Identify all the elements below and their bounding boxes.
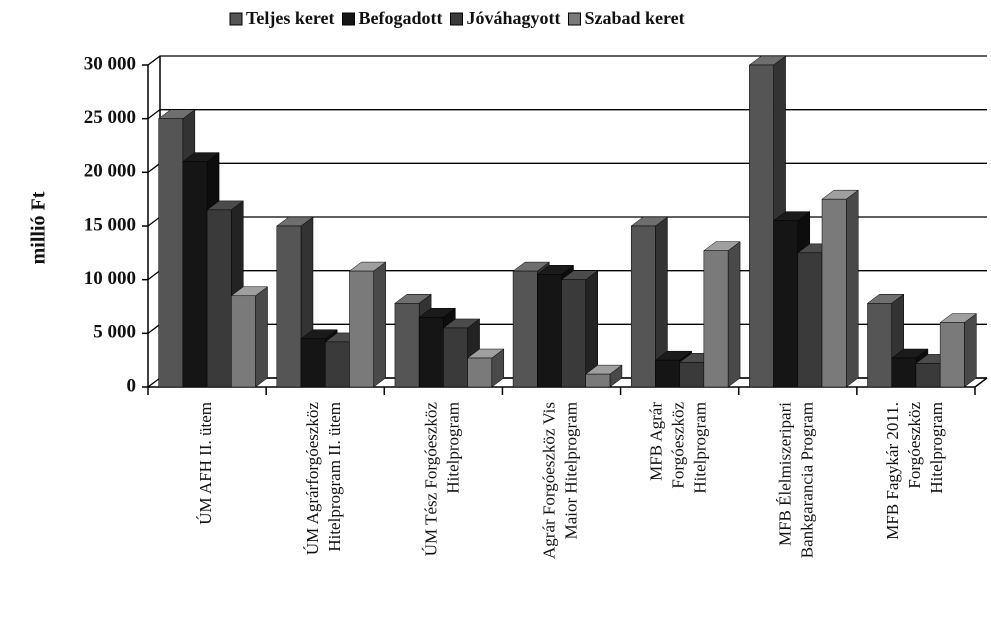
bar — [585, 373, 611, 388]
legend-label: Befogadott — [358, 8, 442, 28]
legend-label: Teljes keret — [246, 8, 334, 28]
legend-label: Jóváhagyott — [466, 8, 560, 28]
y-tick-label: 10 000 — [84, 268, 136, 289]
bar-side — [964, 313, 977, 388]
bar — [867, 303, 892, 388]
bar — [467, 357, 493, 388]
bar — [749, 64, 774, 388]
bar-side — [373, 261, 386, 388]
y-axis-label: millió Ft — [28, 191, 50, 264]
y-tick-label: 25 000 — [84, 107, 136, 128]
bar — [158, 118, 184, 388]
y-tick-label: 20 000 — [84, 161, 136, 182]
bar — [182, 161, 208, 388]
x-tick-label: ÚM Tész Forgóeszköz — [421, 402, 440, 557]
bar — [630, 225, 656, 388]
y-tick-label: 0 — [127, 375, 137, 396]
bar — [512, 270, 538, 388]
x-tick-label: Bankgarancia Program — [798, 402, 817, 558]
x-tick-label: Hitelprogram — [927, 402, 946, 494]
bar — [349, 270, 374, 388]
grid-line — [147, 216, 987, 227]
grid-line — [147, 162, 987, 173]
x-tick-label: Maior Hitelprogram — [561, 402, 580, 539]
legend-label: Szabad keret — [584, 8, 684, 28]
bar — [797, 252, 823, 388]
x-tick-label: Agrár Forgóeszköz Vis — [539, 402, 558, 559]
x-tick-label: Hitelprogram II. ütem — [325, 402, 344, 552]
bar — [703, 250, 729, 388]
bar — [773, 220, 799, 388]
legend-swatch — [567, 12, 581, 26]
bar — [939, 322, 965, 388]
x-tick-label: Forgóeszköz — [905, 402, 924, 489]
grid-line — [147, 55, 987, 66]
x-tick-label: MFB Fagykár 2011. — [883, 402, 902, 540]
bar — [231, 295, 256, 388]
legend-swatch — [229, 12, 243, 26]
x-tick-label: Hitelprogram — [691, 402, 710, 494]
bar — [418, 316, 444, 388]
x-tick-label: MFB Élelmiszeripari — [776, 402, 795, 546]
x-tick-label: ÚM AFH II. ütem — [196, 402, 215, 525]
y-tick-label: 30 000 — [84, 53, 136, 74]
x-tick-label: MFB Agrár — [647, 402, 666, 481]
bar-side — [727, 241, 741, 388]
y-tick-label: 5 000 — [93, 322, 136, 343]
legend: Teljes keret Befogadott Jóváhagyott Szabad … — [229, 8, 685, 28]
grid-line — [147, 109, 987, 120]
bar-side — [255, 286, 268, 388]
bar — [324, 341, 350, 388]
bar — [821, 198, 847, 388]
bar — [443, 327, 468, 388]
bar — [206, 209, 232, 388]
y-tick-label: 15 000 — [84, 214, 136, 235]
legend-swatch — [341, 12, 355, 26]
x-tick-label: ÚM Agrárforgóeszköz — [303, 402, 322, 556]
bar — [300, 338, 326, 388]
x-tick-label: Hitelprogram — [443, 402, 462, 494]
axis — [974, 377, 988, 388]
bar — [655, 359, 680, 388]
bar — [679, 362, 705, 388]
bar — [276, 225, 302, 388]
bar — [394, 303, 420, 388]
legend-swatch — [449, 12, 463, 26]
bar — [891, 357, 917, 388]
x-tick-label: Forgóeszköz — [669, 402, 688, 489]
bar — [561, 279, 586, 388]
bar — [537, 274, 562, 388]
bar-side — [845, 189, 859, 388]
bar — [915, 363, 941, 388]
